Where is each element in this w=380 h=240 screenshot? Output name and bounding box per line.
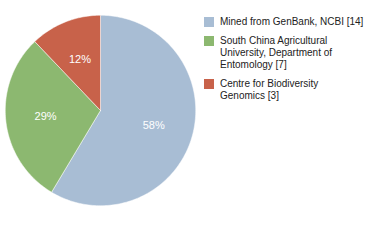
html-text:Mined from GenBank, NCBI [14]: Mined from GenBank, NCBI [14] bbox=[220, 16, 364, 27]
svg-text:12%: 12% bbox=[69, 53, 91, 65]
svg-text:29%: 29% bbox=[35, 110, 57, 122]
html-text:South China Agricultural Unive: South China Agricultural University, Dep… bbox=[220, 35, 333, 70]
html-text:Centre for Biodiversity Genomi: Centre for Biodiversity Genomics [3] bbox=[220, 78, 319, 101]
svg-text:58%: 58% bbox=[143, 119, 165, 131]
